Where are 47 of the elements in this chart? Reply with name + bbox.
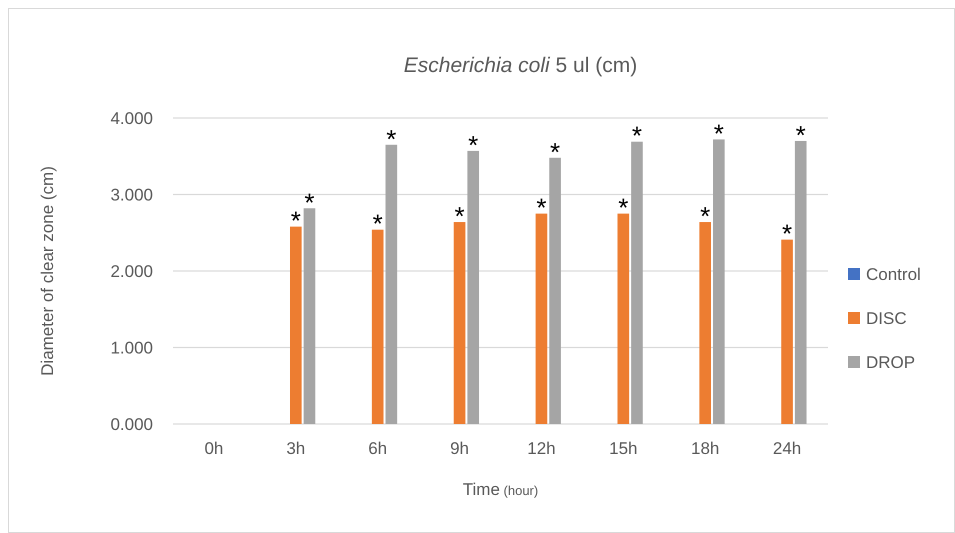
bar	[372, 230, 384, 424]
annotation: *	[782, 218, 792, 249]
bar	[290, 226, 302, 424]
y-tick-label: 4.000	[110, 108, 153, 128]
x-tick-label: 12h	[527, 439, 556, 458]
bar	[304, 208, 316, 424]
y-tick-label: 0.000	[110, 414, 153, 434]
annotation: *	[454, 201, 465, 232]
bar	[794, 140, 807, 424]
x-tick-label: 18h	[691, 439, 720, 458]
y-tick-label: 2.000	[110, 262, 153, 281]
x-axis-title: Time (hour)	[462, 480, 538, 499]
annotation: *	[550, 136, 560, 167]
legend-label: DISC	[866, 308, 907, 328]
annotation: *	[536, 192, 546, 223]
annotation: *	[372, 208, 383, 239]
annotation: *	[304, 187, 315, 218]
x-tick-label: 9h	[450, 439, 470, 458]
legend-label: DROP	[866, 352, 916, 372]
y-tick-label: 1.000	[110, 338, 153, 358]
x-tick-label: 15h	[609, 439, 638, 458]
x-tick-label: 6h	[368, 439, 388, 458]
bar	[467, 150, 480, 424]
bar	[631, 142, 643, 424]
bar	[454, 222, 466, 424]
annotation: *	[700, 201, 710, 232]
legend-label: Control	[866, 264, 921, 284]
annotation: *	[714, 118, 724, 148]
bar	[713, 139, 725, 424]
annotation: *	[386, 124, 396, 154]
bar	[536, 214, 548, 424]
x-tick-label: 24h	[772, 439, 802, 458]
bar	[386, 144, 398, 424]
y-tick-label: 3.000	[110, 185, 153, 204]
annotation: *	[618, 192, 628, 223]
bar	[781, 240, 793, 424]
bar	[617, 214, 630, 424]
annotation: *	[468, 130, 478, 160]
x-tick-label: 3h	[286, 439, 306, 458]
y-axis-title: Diameter of clear zone (cm)	[38, 166, 57, 376]
chart-title: Escherichia coli 5 ul (cm)	[404, 54, 638, 77]
annotation: *	[632, 120, 642, 151]
bar	[549, 158, 561, 424]
annotation: *	[796, 120, 806, 150]
annotation: *	[290, 206, 301, 236]
bar	[699, 222, 712, 424]
x-tick-label: 0h	[204, 439, 224, 458]
